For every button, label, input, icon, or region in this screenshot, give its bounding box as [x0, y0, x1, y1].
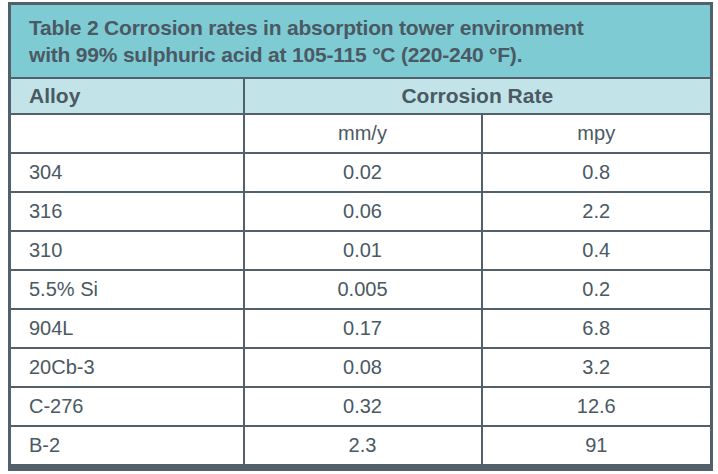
unit-mpy: mpy	[482, 114, 712, 153]
alloy-name: B-2	[10, 426, 244, 468]
mpy-value: 0.4	[482, 231, 712, 270]
mm-per-year-value: 0.17	[244, 309, 482, 348]
mpy-value: 12.6	[482, 387, 712, 426]
column-header-row: Alloy Corrosion Rate	[10, 78, 712, 114]
mpy-value: 2.2	[482, 192, 712, 231]
alloy-name: 5.5% Si	[10, 270, 244, 309]
table-row: C-276 0.32 12.6	[10, 387, 712, 426]
table-row: 904L 0.17 6.8	[10, 309, 712, 348]
mm-per-year-value: 0.32	[244, 387, 482, 426]
alloy-name: 904L	[10, 309, 244, 348]
mpy-value: 6.8	[482, 309, 712, 348]
table-title: Table 2 Corrosion rates in absorption to…	[10, 4, 712, 79]
table-title-line2: with 99% sulphuric acid at 105-115 °C (2…	[29, 41, 700, 68]
mm-per-year-value: 0.08	[244, 348, 482, 387]
mm-per-year-value: 2.3	[244, 426, 482, 468]
mpy-value: 91	[482, 426, 712, 468]
alloy-name: 20Cb-3	[10, 348, 244, 387]
alloy-name: 310	[10, 231, 244, 270]
table-row: B-2 2.3 91	[10, 426, 712, 468]
alloy-name: C-276	[10, 387, 244, 426]
mpy-value: 0.2	[482, 270, 712, 309]
alloy-name: 316	[10, 192, 244, 231]
mm-per-year-value: 0.005	[244, 270, 482, 309]
unit-mm-per-year: mm/y	[244, 114, 482, 153]
table-row: 316 0.06 2.2	[10, 192, 712, 231]
table-row: 310 0.01 0.4	[10, 231, 712, 270]
mpy-value: 0.8	[482, 153, 712, 192]
table-row: 5.5% Si 0.005 0.2	[10, 270, 712, 309]
mm-per-year-value: 0.01	[244, 231, 482, 270]
units-row: mm/y mpy	[10, 114, 712, 153]
alloy-name: 304	[10, 153, 244, 192]
alloy-column-header: Alloy	[10, 78, 244, 114]
table-title-row: Table 2 Corrosion rates in absorption to…	[10, 4, 712, 79]
table-row: 20Cb-3 0.08 3.2	[10, 348, 712, 387]
mm-per-year-value: 0.06	[244, 192, 482, 231]
corrosion-rate-table: Table 2 Corrosion rates in absorption to…	[8, 2, 713, 471]
units-empty-cell	[10, 114, 244, 153]
mm-per-year-value: 0.02	[244, 153, 482, 192]
table-title-line1: Table 2 Corrosion rates in absorption to…	[29, 14, 700, 41]
corrosion-rate-group-header: Corrosion Rate	[244, 78, 712, 114]
mpy-value: 3.2	[482, 348, 712, 387]
table-row: 304 0.02 0.8	[10, 153, 712, 192]
corrosion-table-container: Table 2 Corrosion rates in absorption to…	[8, 2, 710, 471]
